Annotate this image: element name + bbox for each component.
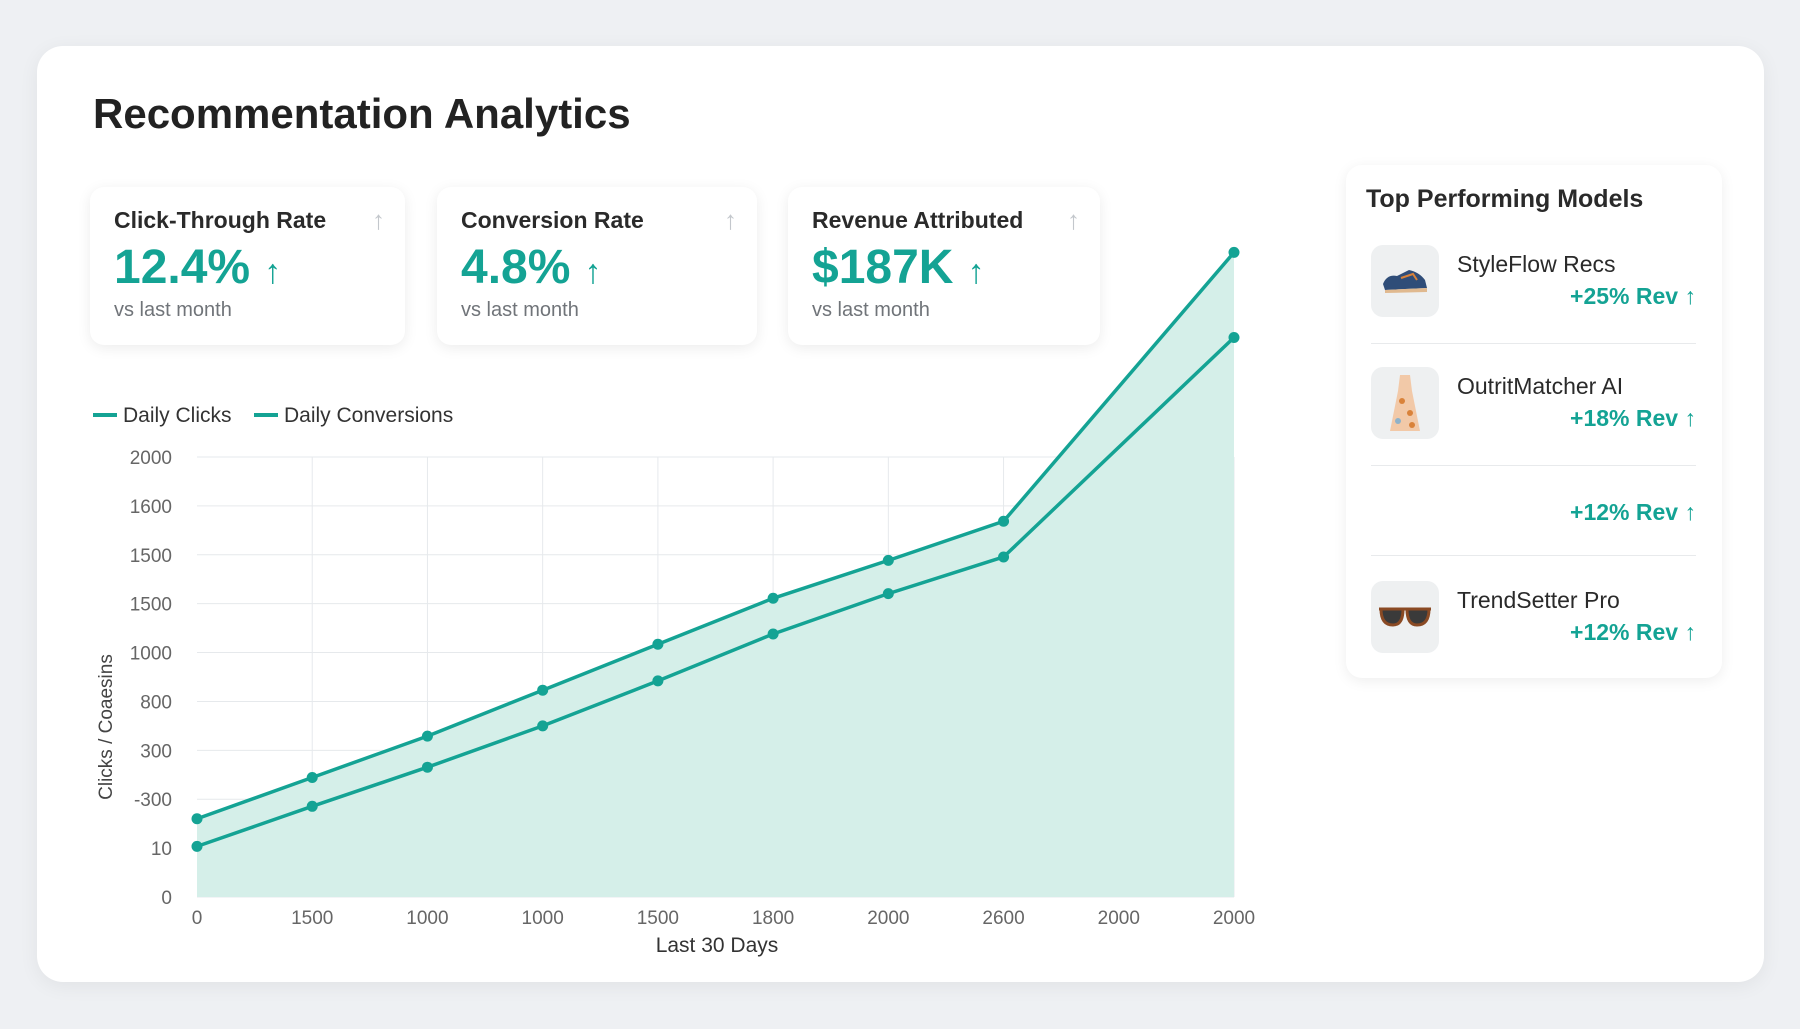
- data-point: [191, 813, 203, 825]
- model-item[interactable]: StyleFlow Recs +25% Rev ↑: [1371, 245, 1696, 365]
- arrow-up-icon: ↑: [1684, 405, 1697, 431]
- area-fill: [197, 252, 1234, 897]
- data-point: [306, 800, 318, 812]
- arrow-up-icon: ↑: [967, 253, 985, 291]
- model-rev: +12% Rev: [1570, 499, 1679, 525]
- kpi-value: $187K: [812, 241, 954, 294]
- arrow-up-icon: ↑: [1684, 619, 1697, 645]
- model-rev: +25% Rev: [1570, 283, 1679, 309]
- x-tick-label: 0: [192, 908, 203, 929]
- kpi-label: Conversion Rate: [461, 207, 644, 233]
- y-axis-label: Clicks / Coaesins: [96, 654, 117, 800]
- model-item[interactable]: +12% Rev ↑: [1371, 419, 1696, 539]
- x-tick-label: 2000: [867, 908, 909, 929]
- data-point: [998, 551, 1010, 563]
- arrow-up-icon: ↑: [1684, 283, 1697, 309]
- line-chart: 0 10 -300 300 800 1000 1500 1500 1600 2000 0 1500 10…: [93, 246, 1255, 957]
- model-name: OutritMatcher AI: [1457, 373, 1624, 399]
- model-item[interactable]: OutritMatcher AI +18% Rev ↑: [1371, 367, 1696, 487]
- kpi-label: Revenue Attributed: [812, 207, 1024, 233]
- data-point: [1228, 246, 1240, 258]
- y-tick-label: -300: [134, 790, 172, 811]
- data-point: [767, 592, 779, 604]
- model-rev: +12% Rev: [1570, 619, 1679, 645]
- model-rev: +18% Rev: [1570, 405, 1679, 431]
- y-tick-label: 10: [151, 839, 172, 860]
- arrow-up-icon: ↑: [372, 205, 385, 235]
- kpi-card-conversion: Conversion Rate ↑ 4.8% ↑ vs last month: [437, 187, 757, 345]
- data-point: [421, 761, 433, 773]
- divider: [1371, 555, 1696, 556]
- data-point: [191, 840, 203, 852]
- top-models-panel: Top Performing Models StyleFlow Recs +25…: [1346, 165, 1722, 678]
- x-tick-label: 2600: [982, 908, 1024, 929]
- data-point: [652, 675, 664, 687]
- kpi-card-revenue: Revenue Attributed ↑ $187K ↑ vs last mont…: [788, 187, 1100, 345]
- sunglasses-thumbnail: [1371, 581, 1439, 653]
- page-title: Recommentation Analytics: [93, 90, 631, 137]
- y-tick-label: 1500: [130, 546, 172, 567]
- data-point: [306, 771, 318, 783]
- panel-title: Top Performing Models: [1366, 185, 1644, 213]
- y-tick-label: 2000: [130, 448, 172, 469]
- data-point: [537, 720, 549, 732]
- kpi-sub: vs last month: [812, 299, 930, 321]
- y-tick-label: 800: [140, 692, 172, 713]
- data-point: [421, 730, 433, 742]
- y-tick-label: 0: [161, 888, 172, 909]
- kpi-value: 12.4%: [114, 241, 251, 294]
- dress-thumbnail: [1371, 367, 1439, 439]
- legend-label: Daily Clicks: [123, 404, 232, 427]
- data-point: [882, 588, 894, 600]
- data-point: [537, 684, 549, 696]
- x-tick-label: 1000: [522, 908, 564, 929]
- x-tick-label: 2000: [1098, 908, 1140, 929]
- kpi-label: Click-Through Rate: [114, 207, 327, 233]
- x-tick-label: 1800: [752, 908, 794, 929]
- y-tick-label: 1600: [130, 497, 172, 518]
- arrow-up-icon: ↑: [264, 253, 282, 291]
- x-axis-label: Last 30 Days: [656, 934, 779, 957]
- data-point: [1228, 331, 1240, 343]
- kpi-card-ctr: Click-Through Rate ↑ 12.4% ↑ vs last mont…: [90, 187, 405, 345]
- kpi-sub: vs last month: [461, 299, 579, 321]
- model-name: StyleFlow Recs: [1457, 251, 1616, 277]
- y-tick-label: 1000: [130, 644, 172, 665]
- x-tick-label: 1500: [637, 908, 679, 929]
- divider: [1371, 465, 1696, 466]
- data-point: [998, 515, 1010, 527]
- y-tick-label: 300: [140, 741, 172, 762]
- x-tick-label: 1000: [406, 908, 448, 929]
- data-point: [882, 554, 894, 566]
- arrow-up-icon: ↑: [584, 253, 602, 291]
- y-tick-label: 1500: [130, 595, 172, 616]
- arrow-up-icon: ↑: [724, 205, 737, 235]
- arrow-up-icon: ↑: [1684, 499, 1697, 525]
- model-item[interactable]: TrendSetter Pro +12% Rev ↑: [1371, 581, 1696, 701]
- legend-label: Daily Conversions: [284, 404, 453, 427]
- model-name: TrendSetter Pro: [1457, 587, 1620, 613]
- kpi-sub: vs last month: [114, 299, 232, 321]
- arrow-up-icon: ↑: [1067, 205, 1080, 235]
- kpi-value: 4.8%: [461, 241, 571, 294]
- x-tick-label: 2000: [1213, 908, 1255, 929]
- data-point: [767, 628, 779, 640]
- sneaker-thumbnail: [1371, 245, 1439, 317]
- x-tick-label: 1500: [291, 908, 333, 929]
- data-point: [652, 638, 664, 650]
- divider: [1371, 343, 1696, 344]
